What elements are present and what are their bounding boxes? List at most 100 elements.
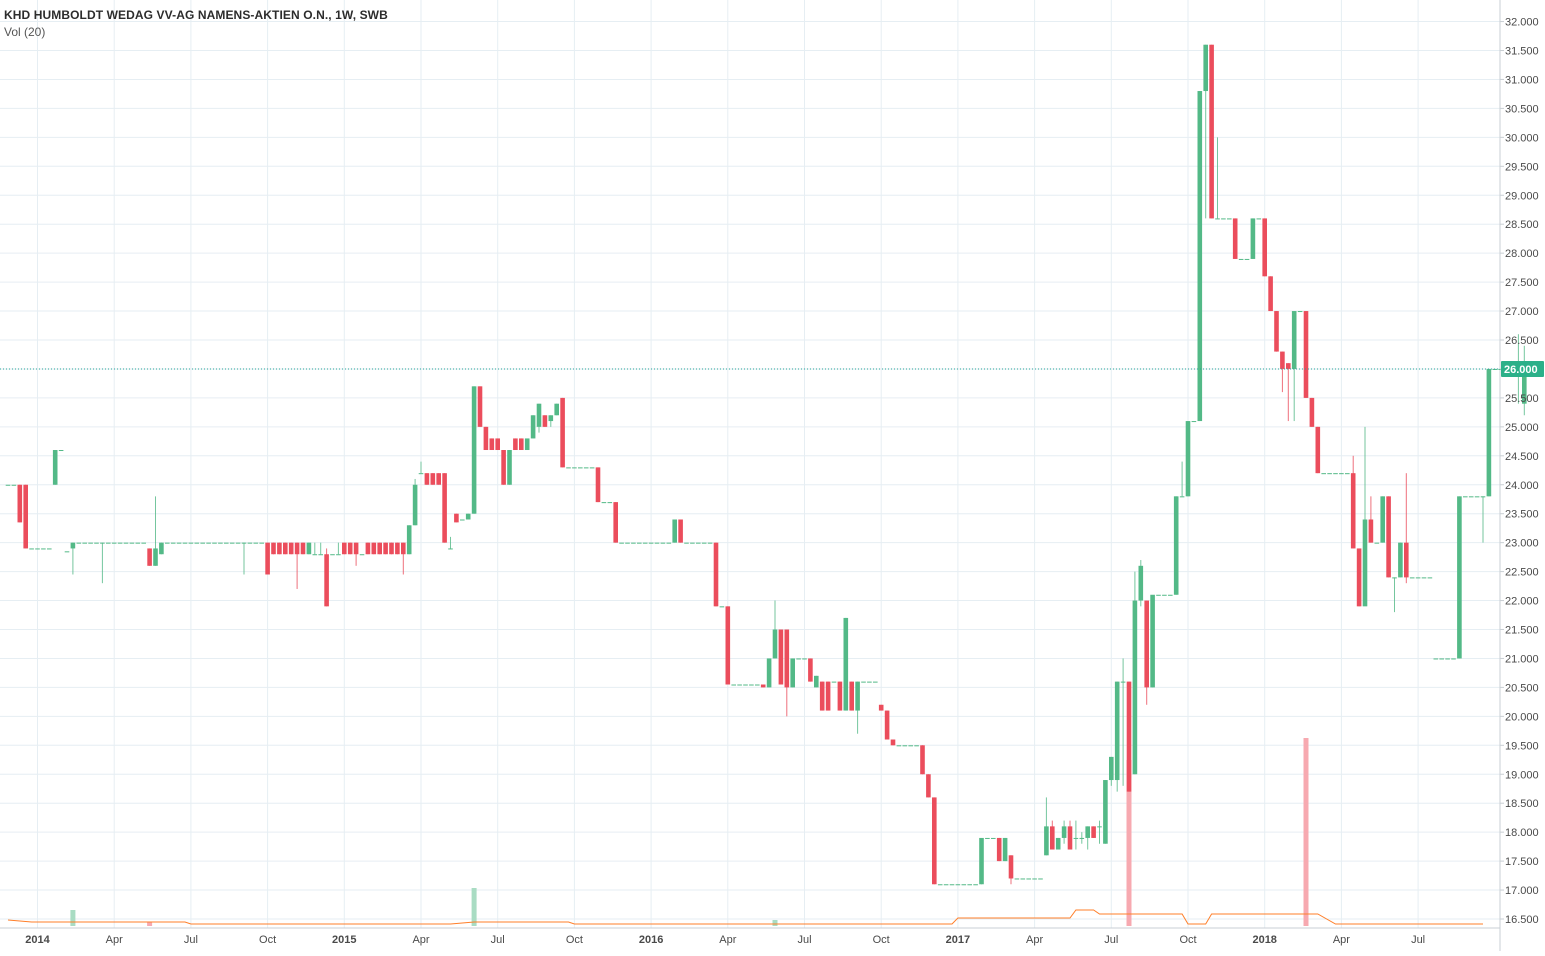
- candle: [672, 519, 677, 543]
- candle-body: [513, 438, 518, 451]
- candle-body: [1409, 577, 1415, 579]
- time-tick-label: Oct: [1179, 934, 1196, 946]
- candle: [1368, 496, 1374, 543]
- candle-body: [819, 681, 825, 711]
- candle-body: [159, 542, 164, 555]
- candle: [713, 542, 719, 607]
- candle-body: [224, 542, 229, 544]
- candle: [772, 600, 778, 659]
- candle-body: [471, 386, 477, 514]
- candle: [1250, 218, 1256, 259]
- candle-body: [796, 658, 801, 660]
- candle: [1144, 600, 1149, 705]
- candle-body: [519, 438, 524, 451]
- candle-body: [1109, 756, 1114, 781]
- symbol-title[interactable]: KHD HUMBOLDT WEDAG VV-AG NAMENS-AKTIEN O…: [4, 8, 388, 22]
- candle: [896, 745, 902, 747]
- candle: [1173, 496, 1179, 595]
- candle: [1404, 473, 1409, 584]
- candle-body: [141, 542, 146, 544]
- candle-body: [1209, 44, 1214, 219]
- price-tick-label: 28.500: [1505, 219, 1539, 231]
- candle-body: [1073, 837, 1079, 839]
- candle: [342, 542, 347, 555]
- candle: [176, 542, 182, 544]
- candle: [524, 438, 530, 451]
- time-tick-label: 2017: [946, 934, 970, 946]
- candle: [684, 542, 689, 544]
- candle: [1256, 218, 1262, 220]
- candle: [607, 502, 613, 504]
- candle-body: [973, 884, 978, 886]
- candle-body: [1103, 780, 1108, 844]
- candle-body: [542, 415, 548, 427]
- time-tick-label: Jul: [491, 934, 505, 946]
- candle: [483, 426, 489, 451]
- candle-body: [11, 484, 17, 486]
- candle: [247, 542, 253, 544]
- candle-body: [347, 542, 353, 555]
- candle: [1321, 473, 1326, 475]
- candle-body: [507, 450, 512, 485]
- candle-body: [672, 519, 677, 543]
- candle-body: [1215, 218, 1220, 220]
- time-tick-label: Jul: [1104, 934, 1118, 946]
- candle: [819, 681, 825, 711]
- candle-body: [94, 542, 99, 544]
- candle-body: [1061, 826, 1067, 838]
- candle-body: [696, 542, 701, 544]
- time-tick-label: Jul: [797, 934, 811, 946]
- candle: [123, 542, 129, 544]
- price-tick-label: 17.000: [1505, 885, 1539, 897]
- volume-indicator-label[interactable]: Vol (20): [4, 25, 46, 39]
- candle-body: [1398, 542, 1403, 578]
- candle-body: [654, 542, 660, 544]
- candle: [1356, 548, 1362, 607]
- candle: [465, 513, 471, 520]
- candle: [814, 675, 819, 688]
- candle-body: [719, 606, 725, 608]
- candle: [64, 551, 70, 553]
- candle-body: [1522, 368, 1527, 404]
- candle: [253, 542, 259, 544]
- candle-body: [701, 542, 707, 544]
- candle-body: [1291, 311, 1297, 369]
- candle-body: [1268, 276, 1273, 312]
- candle-body: [1162, 594, 1167, 596]
- time-tick-label: Apr: [1026, 934, 1043, 946]
- candle: [1280, 351, 1285, 393]
- candle-body: [666, 542, 672, 544]
- candle-body: [1392, 577, 1397, 579]
- candle-body: [353, 542, 359, 555]
- candle-body: [330, 554, 335, 556]
- candle-body: [1008, 855, 1014, 879]
- candle: [241, 542, 247, 575]
- candle: [23, 484, 28, 549]
- chart-legend: KHD HUMBOLDT WEDAG VV-AG NAMENS-AKTIEN O…: [4, 7, 388, 41]
- candle-body: [377, 542, 382, 555]
- price-tick-label: 25.500: [1505, 393, 1539, 405]
- candle-body: [1185, 421, 1191, 497]
- candle: [790, 658, 795, 688]
- candle: [1238, 258, 1244, 260]
- candle: [318, 542, 323, 556]
- candle-body: [1321, 473, 1326, 475]
- price-tick-label: 24.500: [1505, 451, 1539, 463]
- candle-body: [206, 542, 211, 544]
- candle-body: [1439, 658, 1444, 660]
- candle-body: [406, 525, 412, 555]
- candle: [401, 542, 406, 575]
- candle: [353, 542, 359, 566]
- candle: [943, 884, 949, 886]
- candle-body: [312, 554, 318, 556]
- candle: [926, 774, 931, 798]
- candle-body: [808, 658, 813, 682]
- candle-body: [1114, 681, 1120, 781]
- candle-body: [943, 884, 949, 886]
- candle: [336, 542, 341, 556]
- candle: [1185, 421, 1191, 497]
- candle-body: [489, 438, 495, 451]
- candle-body: [991, 837, 996, 839]
